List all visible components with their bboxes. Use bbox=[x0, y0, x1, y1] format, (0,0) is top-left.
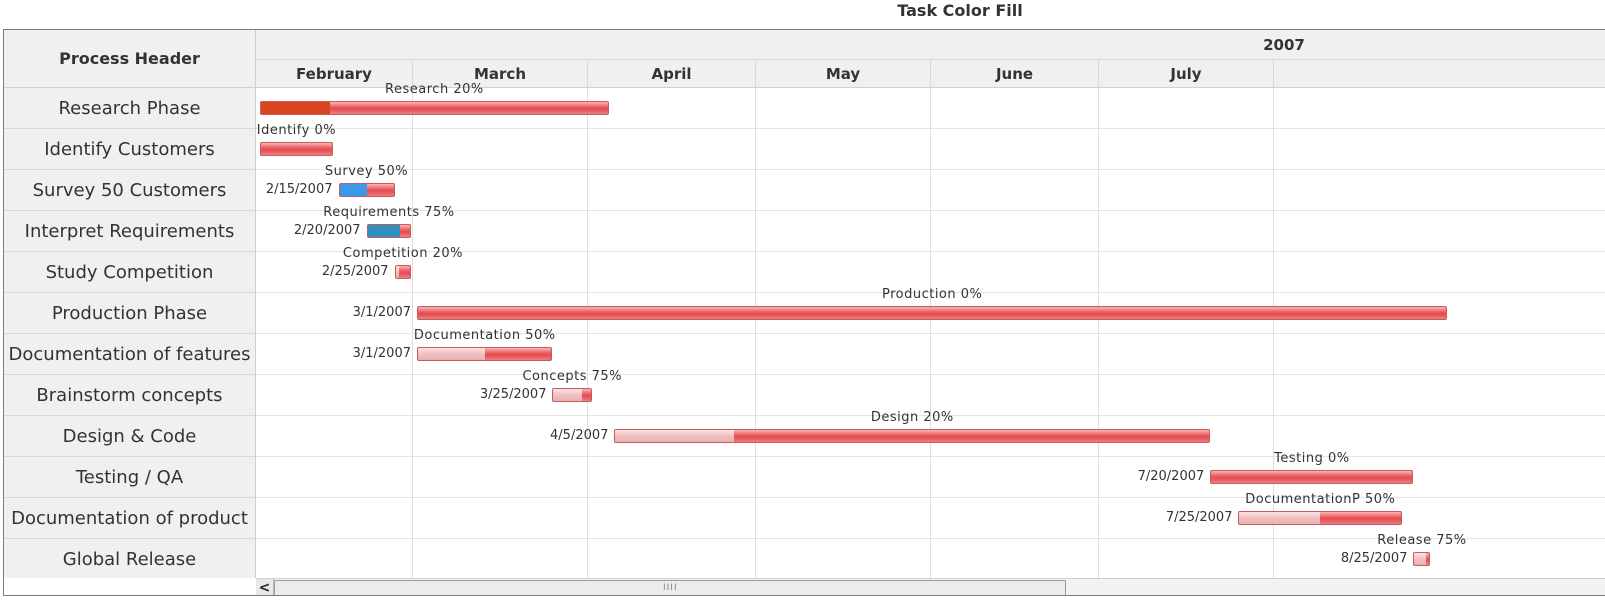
process-row: Testing / QA bbox=[4, 457, 255, 498]
task-percent-label: Testing 0% bbox=[1274, 451, 1350, 466]
process-row: Documentation of product bbox=[4, 498, 255, 539]
grid-hline bbox=[256, 415, 1605, 416]
task-progress-fill bbox=[367, 225, 400, 237]
task-bar[interactable] bbox=[552, 388, 592, 402]
task-percent-label: Documentation 50% bbox=[413, 328, 556, 343]
task-percent-label: Requirements 75% bbox=[323, 205, 455, 220]
task-percent-label: Identify 0% bbox=[256, 123, 337, 138]
task-bar[interactable] bbox=[260, 101, 609, 115]
task-progress-fill bbox=[261, 102, 331, 114]
grid-hline bbox=[256, 333, 1605, 334]
month-label: March bbox=[413, 60, 588, 88]
grid-hline bbox=[256, 128, 1605, 129]
grid-hline bbox=[256, 374, 1605, 375]
process-column: Process Header Research Phase Identify Cu… bbox=[4, 30, 256, 580]
process-row: Brainstorm concepts bbox=[4, 375, 255, 416]
gantt-grid: Research 20% Identify 0% Survey 50% 2/15/20… bbox=[256, 82, 1605, 580]
task-percent-label: Research 20% bbox=[385, 82, 484, 97]
month-label: June bbox=[931, 60, 1099, 88]
grid-hline bbox=[256, 169, 1605, 170]
scroll-thumb[interactable]: IIII bbox=[274, 580, 1066, 595]
scroll-grip-icon: IIII bbox=[663, 583, 678, 593]
scroll-left-button[interactable]: < bbox=[256, 579, 274, 595]
process-row: Documentation of features bbox=[4, 334, 255, 375]
task-start-date: 2/25/2007 bbox=[321, 264, 389, 279]
task-bar[interactable] bbox=[614, 429, 1211, 443]
scroll-spacer bbox=[4, 578, 256, 595]
task-start-date: 2/20/2007 bbox=[293, 223, 361, 238]
process-row: Production Phase bbox=[4, 293, 255, 334]
task-percent-label: Design 20% bbox=[870, 410, 954, 425]
task-bar[interactable] bbox=[260, 142, 333, 156]
task-bar[interactable] bbox=[417, 347, 553, 361]
task-start-date: 3/1/2007 bbox=[352, 346, 411, 361]
process-row: Interpret Requirements bbox=[4, 211, 255, 252]
process-row: Study Competition bbox=[4, 252, 255, 293]
horizontal-scrollbar[interactable]: < IIII bbox=[256, 578, 1605, 595]
task-progress-fill bbox=[1239, 512, 1321, 524]
grid-hline bbox=[256, 538, 1605, 539]
task-progress-fill bbox=[339, 184, 367, 196]
task-start-date: 3/25/2007 bbox=[479, 387, 547, 402]
chart-title: Task Color Fill bbox=[897, 1, 1023, 20]
task-bar[interactable] bbox=[366, 224, 412, 238]
year-label: 2007 bbox=[1263, 36, 1305, 54]
month-label: May bbox=[756, 60, 931, 88]
month-label: July bbox=[1099, 60, 1274, 88]
task-start-date: 3/1/2007 bbox=[352, 305, 411, 320]
year-header: 2007 bbox=[256, 30, 1605, 60]
task-bar[interactable] bbox=[1413, 552, 1431, 566]
grid-hline bbox=[256, 292, 1605, 293]
task-bar[interactable] bbox=[417, 306, 1448, 320]
task-progress-fill bbox=[1414, 553, 1426, 565]
task-progress-fill bbox=[615, 430, 735, 442]
task-percent-label: DocumentationP 50% bbox=[1245, 492, 1396, 507]
month-header: February March April May June July bbox=[256, 60, 1605, 88]
task-start-date: 4/5/2007 bbox=[550, 428, 609, 443]
task-start-date: 8/25/2007 bbox=[1340, 551, 1408, 566]
grid-hline bbox=[256, 251, 1605, 252]
process-row: Global Release bbox=[4, 539, 255, 580]
task-bar[interactable] bbox=[1238, 511, 1403, 525]
grid-hline bbox=[256, 497, 1605, 498]
process-row: Identify Customers bbox=[4, 129, 255, 170]
task-progress-fill bbox=[553, 389, 582, 401]
process-row: Survey 50 Customers bbox=[4, 170, 255, 211]
task-progress-fill bbox=[418, 348, 485, 360]
process-header: Process Header bbox=[4, 30, 255, 88]
process-row: Research Phase bbox=[4, 88, 255, 129]
task-bar[interactable] bbox=[394, 265, 412, 279]
task-percent-label: Production 0% bbox=[881, 287, 983, 302]
grid-hline bbox=[256, 456, 1605, 457]
month-label: April bbox=[588, 60, 756, 88]
task-start-date: 7/25/2007 bbox=[1165, 510, 1233, 525]
task-progress-fill bbox=[395, 266, 399, 278]
month-label: February bbox=[256, 60, 413, 88]
task-percent-label: Release 75% bbox=[1377, 533, 1467, 548]
gantt-chart: Process Header Research Phase Identify Cu… bbox=[3, 29, 1605, 596]
task-start-date: 7/20/2007 bbox=[1137, 469, 1205, 484]
task-bar[interactable] bbox=[338, 183, 395, 197]
task-bar[interactable] bbox=[1210, 470, 1414, 484]
task-percent-label: Survey 50% bbox=[324, 164, 409, 179]
task-percent-label: Competition 20% bbox=[342, 246, 464, 261]
process-row: Design & Code bbox=[4, 416, 255, 457]
task-start-date: 2/15/2007 bbox=[265, 182, 333, 197]
grid-hline bbox=[256, 210, 1605, 211]
task-percent-label: Concepts 75% bbox=[522, 369, 623, 384]
